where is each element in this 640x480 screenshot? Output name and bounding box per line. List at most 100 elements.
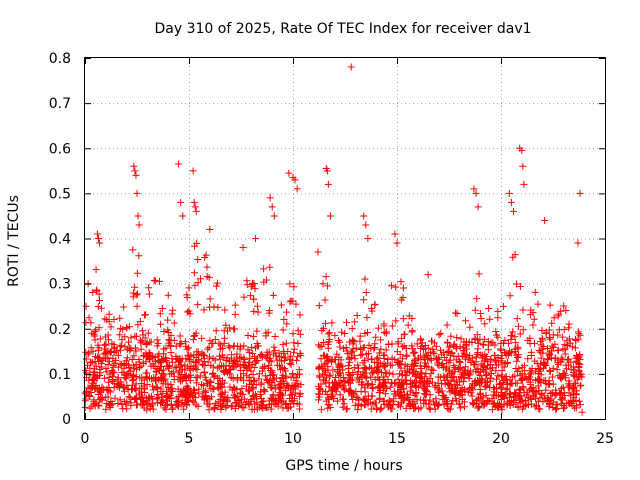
data-point: [486, 315, 494, 323]
data-point: [190, 336, 198, 344]
data-point: [317, 406, 325, 414]
data-point-peak: [347, 63, 355, 71]
data-point: [548, 319, 556, 327]
data-point: [189, 392, 197, 400]
data-point-peak: [518, 147, 526, 155]
data-point: [122, 360, 130, 368]
data-point: [500, 392, 508, 400]
data-point: [283, 320, 291, 328]
data-point: [566, 382, 574, 390]
data-point: [177, 339, 185, 347]
data-point: [448, 370, 456, 378]
data-point-peak: [252, 235, 260, 242]
data-point: [322, 273, 330, 281]
data-point: [183, 345, 191, 353]
data-point: [191, 282, 199, 290]
data-point: [157, 385, 165, 393]
data-point: [166, 337, 174, 345]
data-point: [533, 401, 541, 409]
data-point: [537, 354, 545, 362]
data-point: [91, 368, 99, 376]
data-point: [136, 317, 144, 325]
data-point: [445, 358, 453, 366]
data-point: [417, 336, 425, 344]
data-point: [196, 372, 204, 380]
data-point: [428, 365, 436, 373]
data-point-peak: [291, 176, 299, 184]
data-point: [246, 292, 254, 300]
data-point: [374, 363, 382, 371]
data-point: [240, 342, 248, 350]
data-point: [561, 350, 569, 358]
data-point: [546, 335, 554, 343]
data-point: [440, 373, 448, 381]
data-point: [141, 311, 149, 319]
data-point: [153, 368, 161, 376]
data-point: [516, 282, 524, 290]
data-point: [81, 397, 89, 405]
data-point: [92, 362, 100, 370]
data-point: [492, 361, 500, 369]
data-point: [185, 344, 193, 352]
data-point: [506, 401, 514, 409]
data-point: [576, 331, 584, 339]
data-point: [544, 394, 552, 402]
data-point: [206, 295, 214, 303]
data-point: [505, 339, 513, 347]
data-point: [209, 354, 217, 362]
data-point: [132, 394, 140, 402]
data-point: [85, 391, 93, 399]
data-point: [289, 370, 297, 378]
data-point: [282, 372, 290, 380]
data-point: [193, 379, 201, 387]
data-point: [487, 356, 495, 364]
data-point: [224, 394, 232, 402]
data-point: [516, 396, 524, 404]
data-point: [371, 300, 379, 308]
data-point: [214, 380, 222, 388]
data-point-peak: [362, 221, 370, 229]
data-point: [297, 381, 305, 389]
data-point: [555, 372, 563, 380]
data-point: [340, 400, 348, 408]
data-point: [474, 368, 482, 376]
data-point: [417, 356, 425, 364]
data-point: [106, 388, 114, 396]
data-point: [319, 280, 327, 288]
data-point: [439, 360, 447, 368]
data-point: [240, 363, 248, 371]
data-point: [111, 394, 119, 402]
data-point: [384, 355, 392, 363]
data-point: [86, 364, 94, 372]
data-point-peak: [177, 198, 185, 206]
data-point: [140, 399, 148, 407]
data-point: [222, 321, 230, 329]
data-point: [397, 360, 405, 368]
data-point: [250, 333, 258, 341]
data-point: [324, 353, 332, 361]
data-point: [86, 404, 94, 412]
data-point: [149, 386, 157, 394]
data-point: [185, 307, 193, 315]
data-point: [546, 333, 554, 341]
data-point: [443, 321, 451, 329]
data-point: [126, 393, 134, 401]
data-point: [89, 358, 97, 366]
data-point: [142, 373, 150, 381]
data-point: [92, 266, 100, 274]
data-point: [254, 308, 262, 316]
data-point: [363, 314, 371, 322]
data-point: [279, 397, 287, 405]
data-point: [371, 358, 379, 366]
data-point: [219, 344, 227, 352]
data-point: [216, 355, 224, 363]
data-point: [102, 349, 110, 357]
data-point: [486, 377, 494, 385]
data-point: [206, 377, 214, 385]
data-point: [239, 370, 247, 378]
data-point: [461, 363, 469, 371]
data-point: [517, 386, 525, 394]
data-point: [404, 396, 412, 404]
data-point: [482, 382, 490, 390]
data-point: [396, 360, 404, 368]
